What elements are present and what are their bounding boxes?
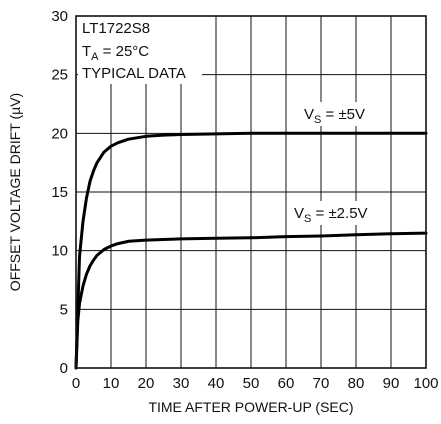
x-tick-label: 50 bbox=[243, 375, 260, 392]
y-tick-label: 15 bbox=[51, 184, 68, 201]
x-tick-label: 80 bbox=[348, 375, 365, 392]
y-tick-label: 0 bbox=[60, 360, 68, 377]
series-line-5v bbox=[74, 131, 428, 370]
tick-labels: 0 10 20 30 40 50 60 70 80 90 100 0 5 10 15 20 25 30 bbox=[51, 8, 438, 392]
x-axis-title: TIME AFTER POWER-UP (SEC) bbox=[148, 399, 353, 415]
series-line-2v5 bbox=[74, 231, 428, 370]
x-tick-label: 100 bbox=[413, 375, 438, 392]
x-tick-label: 0 bbox=[72, 375, 80, 392]
y-tick-label: 5 bbox=[60, 301, 68, 318]
series-label-2v5: VS = ±2.5V bbox=[294, 205, 368, 225]
part-number-label: LT1722S8 bbox=[82, 20, 150, 37]
series-label-5v: VS = ±5V bbox=[304, 106, 365, 126]
x-tick-label: 10 bbox=[103, 375, 120, 392]
typical-data-label: TYPICAL DATA bbox=[82, 65, 186, 82]
x-tick-label: 30 bbox=[173, 375, 190, 392]
x-tick-label: 70 bbox=[313, 375, 330, 392]
temperature-label: TA = 25°C bbox=[82, 43, 149, 63]
plot-frame bbox=[75, 15, 427, 369]
series-label-mask-5v bbox=[300, 102, 372, 126]
x-tick-label: 20 bbox=[138, 375, 155, 392]
series-label-mask-2v5 bbox=[290, 201, 376, 225]
x-tick-label: 40 bbox=[208, 375, 225, 392]
y-tick-label: 20 bbox=[51, 125, 68, 142]
x-tick-label: 90 bbox=[383, 375, 400, 392]
annotation-mask bbox=[78, 16, 202, 84]
x-tick-label: 60 bbox=[278, 375, 295, 392]
y-tick-label: 10 bbox=[51, 243, 68, 260]
y-tick-label: 25 bbox=[51, 67, 68, 84]
y-tick-label: 30 bbox=[51, 8, 68, 25]
series bbox=[74, 131, 428, 370]
y-axis-title: OFFSET VOLTAGE DRIFT (µV) bbox=[7, 93, 23, 291]
